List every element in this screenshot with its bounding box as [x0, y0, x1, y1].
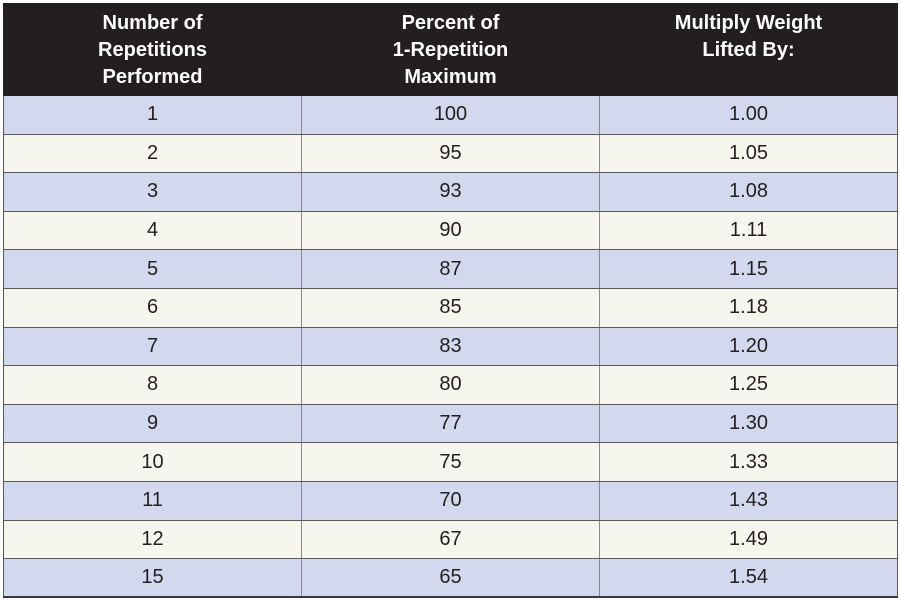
one-rep-max-table: Number of Repetitions Performed Percent …	[3, 3, 898, 599]
cell-percent: 83	[301, 326, 600, 367]
header-line: Maximum	[404, 66, 497, 88]
cell-percent: 95	[301, 133, 600, 174]
cell-percent: 85	[301, 287, 600, 328]
header-percent-1rm: Percent of 1-Repetition Maximum	[301, 3, 600, 96]
table-row: 4 90 1.11	[3, 210, 898, 251]
cell-multiplier: 1.18	[599, 287, 898, 328]
header-line: 1-Repetition	[392, 39, 509, 61]
header-line: Number of	[102, 12, 203, 34]
cell-repetitions: 11	[3, 480, 302, 521]
header-repetitions: Number of Repetitions Performed	[3, 3, 302, 96]
table-row: 15 65 1.54	[3, 558, 898, 599]
header-line: Lifted By:	[702, 39, 795, 61]
cell-repetitions: 15	[3, 558, 302, 599]
table-row: 1 100 1.00	[3, 95, 898, 135]
header-row: Number of Repetitions Performed Percent …	[3, 3, 898, 96]
cell-repetitions: 8	[3, 365, 302, 405]
table-row: 9 77 1.30	[3, 403, 898, 444]
header-line: Multiply Weight	[674, 12, 823, 34]
cell-percent: 90	[301, 210, 600, 251]
table-row: 5 87 1.15	[3, 249, 898, 289]
cell-repetitions: 12	[3, 519, 302, 560]
cell-percent: 77	[301, 403, 600, 444]
table-body: 1 100 1.00 2 95 1.05 3 93 1.08 4 90 1.11…	[3, 95, 898, 599]
cell-repetitions: 2	[3, 133, 302, 174]
cell-repetitions: 5	[3, 249, 302, 289]
header-line: Percent of	[401, 12, 500, 34]
cell-percent: 93	[301, 172, 600, 212]
cell-repetitions: 10	[3, 442, 302, 482]
cell-repetitions: 4	[3, 210, 302, 251]
table-row: 12 67 1.49	[3, 519, 898, 560]
table-row: 8 80 1.25	[3, 365, 898, 405]
header-line: Performed	[102, 66, 203, 88]
cell-multiplier: 1.05	[599, 133, 898, 174]
cell-multiplier: 1.08	[599, 172, 898, 212]
cell-multiplier: 1.20	[599, 326, 898, 367]
cell-multiplier: 1.15	[599, 249, 898, 289]
cell-multiplier: 1.54	[599, 558, 898, 599]
cell-percent: 100	[301, 95, 600, 135]
cell-percent: 65	[301, 558, 600, 599]
cell-percent: 67	[301, 519, 600, 560]
cell-repetitions: 3	[3, 172, 302, 212]
table-header: Number of Repetitions Performed Percent …	[3, 3, 898, 96]
table-row: 11 70 1.43	[3, 480, 898, 521]
cell-multiplier: 1.43	[599, 480, 898, 521]
cell-repetitions: 9	[3, 403, 302, 444]
table-row: 6 85 1.18	[3, 287, 898, 328]
cell-repetitions: 1	[3, 95, 302, 135]
table-row: 10 75 1.33	[3, 442, 898, 482]
cell-multiplier: 1.33	[599, 442, 898, 482]
cell-repetitions: 6	[3, 287, 302, 328]
cell-multiplier: 1.25	[599, 365, 898, 405]
header-multiplier: Multiply Weight Lifted By:	[599, 3, 898, 96]
cell-multiplier: 1.00	[599, 95, 898, 135]
cell-percent: 80	[301, 365, 600, 405]
cell-percent: 87	[301, 249, 600, 289]
table-row: 2 95 1.05	[3, 133, 898, 174]
table-row: 3 93 1.08	[3, 172, 898, 212]
cell-multiplier: 1.49	[599, 519, 898, 560]
cell-repetitions: 7	[3, 326, 302, 367]
cell-multiplier: 1.11	[599, 210, 898, 251]
cell-percent: 70	[301, 480, 600, 521]
cell-multiplier: 1.30	[599, 403, 898, 444]
table-row: 7 83 1.20	[3, 326, 898, 367]
header-line: Repetitions	[98, 39, 207, 61]
cell-percent: 75	[301, 442, 600, 482]
